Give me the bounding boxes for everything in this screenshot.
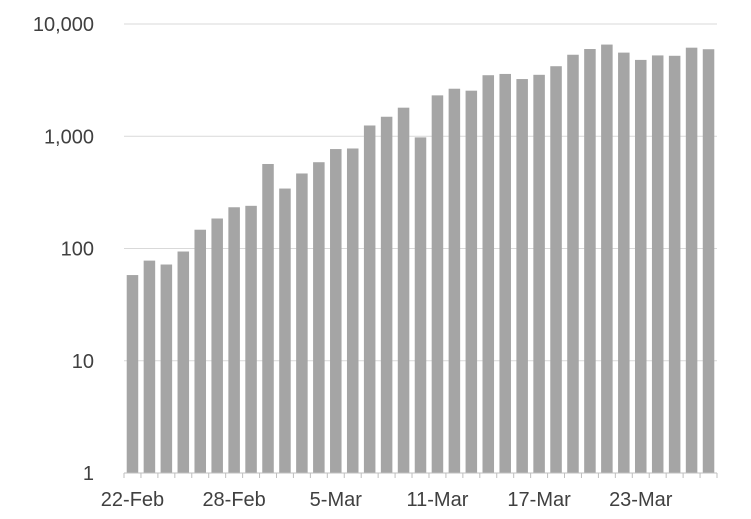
bar xyxy=(634,59,647,473)
y-tick-label: 1,000 xyxy=(44,126,94,148)
bar xyxy=(685,47,698,474)
bar xyxy=(584,49,596,473)
x-tick-labels: 22-Feb 28-Feb 5-Mar 11-Mar 17-Mar 23-Mar xyxy=(101,489,673,511)
bar xyxy=(431,95,444,474)
x-tick-label: 11-Mar xyxy=(407,489,469,511)
bar xyxy=(668,55,681,473)
bar xyxy=(313,162,325,473)
x-tick-label: 22-Feb xyxy=(101,489,164,511)
bar xyxy=(160,264,173,473)
bar xyxy=(499,73,511,474)
bar xyxy=(448,88,461,473)
bar xyxy=(245,205,257,473)
x-tick-label: 17-Mar xyxy=(507,489,571,511)
y-tick-labels: 1 10 100 1,000 10,000 xyxy=(33,14,94,485)
bar xyxy=(211,218,223,473)
bar xyxy=(618,52,630,473)
bar xyxy=(533,74,545,473)
bar xyxy=(651,55,664,473)
bar xyxy=(126,275,139,473)
y-tick-label: 100 xyxy=(61,239,94,261)
bar xyxy=(194,229,207,473)
bars xyxy=(126,44,715,474)
bar xyxy=(363,125,376,474)
bar xyxy=(414,137,427,473)
x-tick-label: 23-Mar xyxy=(609,489,673,511)
bar xyxy=(279,188,291,473)
bar xyxy=(550,66,562,474)
bar xyxy=(143,260,156,473)
bar xyxy=(330,149,342,474)
y-tick-label: 10,000 xyxy=(33,14,94,36)
x-tick-marks xyxy=(123,473,718,478)
bar xyxy=(482,75,495,474)
bar xyxy=(601,44,613,474)
bar xyxy=(465,90,478,473)
bar xyxy=(177,251,190,473)
bar xyxy=(380,116,393,473)
x-tick-label: 28-Feb xyxy=(202,489,265,511)
y-tick-label: 10 xyxy=(72,351,94,373)
bar xyxy=(702,49,715,473)
y-tick-label: 1 xyxy=(83,463,94,485)
bar xyxy=(228,207,240,474)
bar xyxy=(296,173,308,473)
x-tick-label: 5-Mar xyxy=(310,489,363,511)
bar xyxy=(262,163,274,474)
bar xyxy=(516,79,528,474)
bar xyxy=(346,148,359,473)
bar xyxy=(567,54,579,473)
bar xyxy=(397,107,410,474)
